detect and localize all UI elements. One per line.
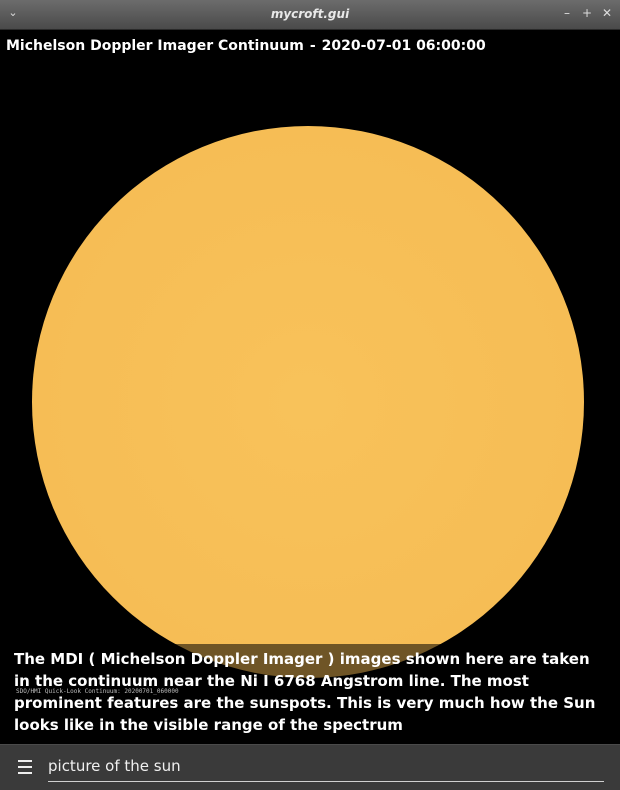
close-button[interactable]: ✕	[601, 6, 613, 20]
maximize-button[interactable]: +	[581, 6, 593, 20]
window-title: mycroft.gui	[270, 7, 350, 21]
query-underline	[48, 781, 604, 782]
window-menu-chevron-icon[interactable]: ⌄	[8, 6, 18, 19]
page-title: Michelson Doppler Imager Continuum -2020-…	[6, 38, 486, 54]
image-watermark: SDO/HMI Quick-Look Continuum: 20200701_0…	[16, 688, 179, 695]
title-separator: -	[309, 38, 316, 54]
window-titlebar: ⌄ mycroft.gui – + ✕	[0, 0, 620, 30]
instrument-name: Michelson Doppler Imager Continuum	[6, 38, 304, 54]
minimize-button[interactable]: –	[564, 6, 570, 20]
description-overlay	[0, 644, 620, 744]
image-timestamp: 2020-07-01 06:00:00	[321, 38, 486, 54]
main-content: Michelson Doppler Imager Continuum -2020-…	[0, 30, 620, 744]
query-text[interactable]: picture of the sun	[48, 757, 181, 775]
image-description: The MDI ( Michelson Doppler Imager ) ima…	[14, 650, 596, 734]
query-bar: picture of the sun	[0, 744, 620, 790]
sun-image	[32, 126, 584, 678]
hamburger-menu-icon[interactable]	[18, 760, 32, 774]
